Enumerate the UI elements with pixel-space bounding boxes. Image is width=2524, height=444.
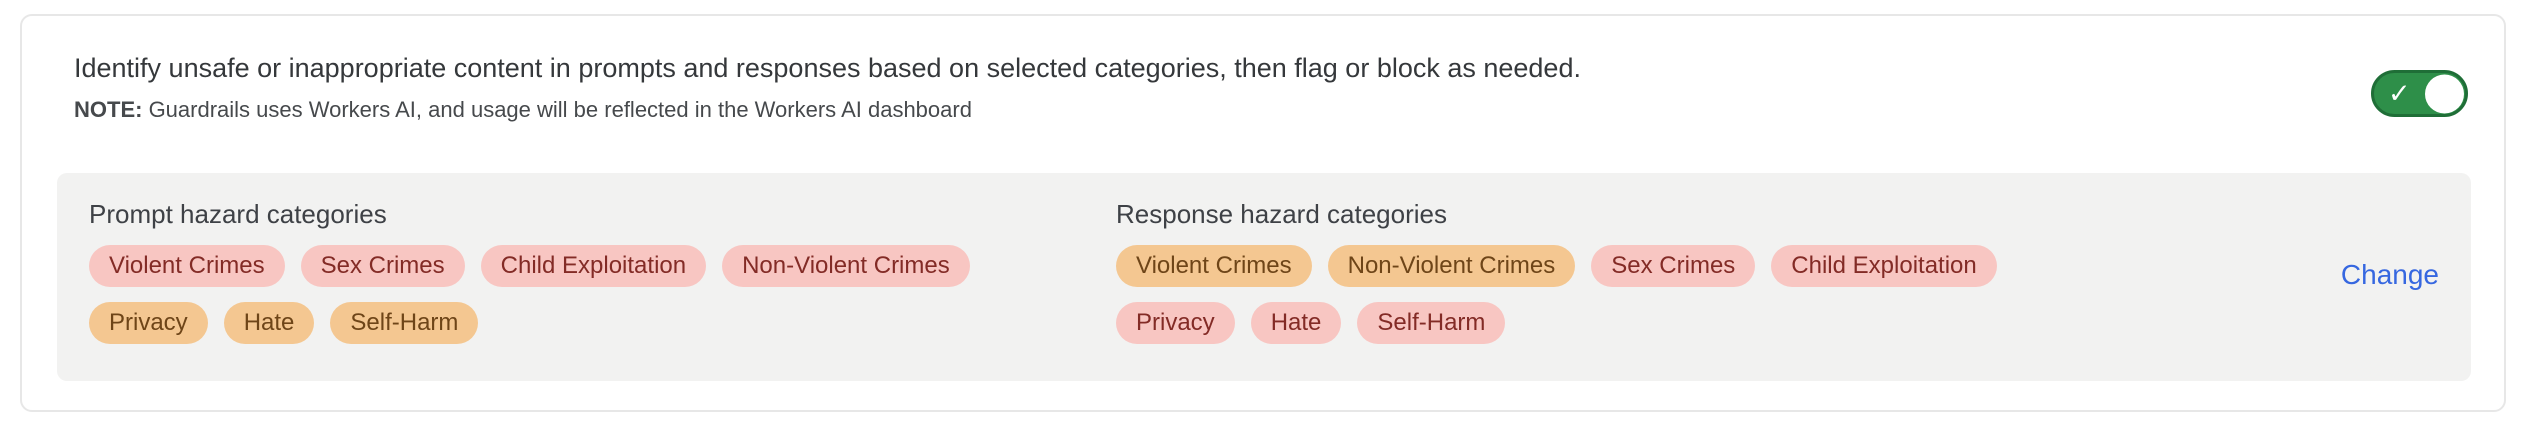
hazard-pill-violent-crimes: Violent Crimes (1116, 245, 1312, 287)
change-link-container: Change (2341, 259, 2439, 291)
hazard-pill-privacy: Privacy (1116, 302, 1235, 344)
hazard-categories-panel: Prompt hazard categories Violent Crimes S… (57, 173, 2471, 381)
change-categories-link[interactable]: Change (2340, 259, 2439, 290)
hazard-pill-non-violent-crimes: Non-Violent Crimes (1327, 245, 1576, 287)
prompt-hazard-pills: Violent Crimes Sex Crimes Child Exploitati… (89, 245, 1074, 344)
hazard-pill-child-exploitation: Child Exploitation (1771, 245, 1997, 287)
hazard-pill-sex-crimes: Sex Crimes (1591, 245, 1756, 287)
note-label: NOTE: (74, 97, 143, 122)
response-hazard-column: Response hazard categories Violent Crime… (1116, 199, 2101, 344)
hazard-pill-self-harm: Self-Harm (330, 302, 479, 344)
response-hazard-pills: Violent Crimes Non-Violent Crimes Sex Crim… (1116, 245, 2101, 344)
guardrails-header-text: Identify unsafe or inappropriate content… (56, 44, 2371, 123)
response-hazard-title: Response hazard categories (1116, 199, 1447, 229)
prompt-hazard-title: Prompt hazard categories (89, 199, 387, 229)
hazard-pill-non-violent-crimes: Non-Violent Crimes (722, 245, 970, 287)
guardrails-card-header: Identify unsafe or inappropriate content… (56, 44, 2470, 123)
hazard-pill-privacy: Privacy (89, 302, 208, 344)
hazard-pill-self-harm: Self-Harm (1357, 302, 1506, 344)
guardrails-note: NOTE: Guardrails uses Workers AI, and us… (74, 97, 2371, 123)
guardrails-description: Identify unsafe or inappropriate content… (74, 53, 1581, 83)
toggle-knob (2425, 74, 2464, 113)
guardrails-enabled-toggle[interactable]: ✓ (2371, 70, 2468, 117)
hazard-pill-hate: Hate (223, 302, 315, 344)
hazard-pill-sex-crimes: Sex Crimes (300, 245, 465, 287)
checkmark-icon: ✓ (2388, 78, 2411, 108)
note-text: Guardrails uses Workers AI, and usage wi… (142, 97, 972, 122)
guardrails-card: Identify unsafe or inappropriate content… (20, 14, 2506, 412)
hazard-pill-child-exploitation: Child Exploitation (480, 245, 707, 287)
prompt-hazard-column: Prompt hazard categories Violent Crimes S… (89, 199, 1074, 344)
hazard-pill-hate: Hate (1250, 302, 1342, 344)
hazard-pill-violent-crimes: Violent Crimes (89, 245, 285, 287)
